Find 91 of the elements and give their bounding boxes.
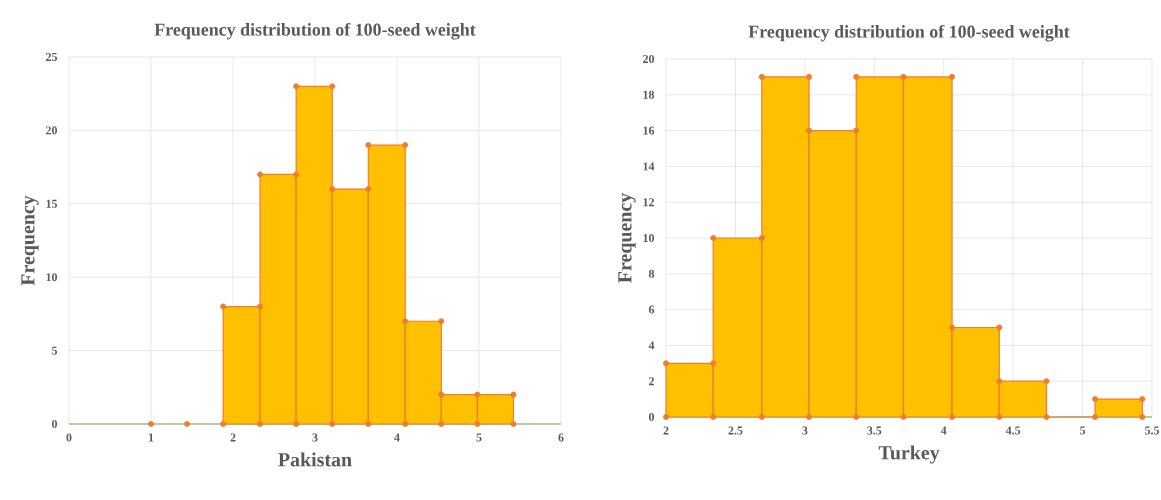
point <box>1139 414 1146 420</box>
point <box>257 171 264 178</box>
point <box>293 421 300 427</box>
y-tick-label: 10 <box>46 273 58 282</box>
point <box>758 73 765 80</box>
point <box>438 391 445 398</box>
y-tick-label: 5 <box>51 346 58 355</box>
point <box>329 186 336 193</box>
x-tick-label: 2 <box>663 426 669 435</box>
point <box>365 421 372 427</box>
point <box>710 414 717 420</box>
point <box>1139 396 1146 403</box>
x-axis-title: Pakistan <box>278 452 352 467</box>
y-tick-label: 10 <box>643 233 655 243</box>
point <box>949 324 956 331</box>
point <box>293 171 300 178</box>
point <box>996 324 1003 331</box>
point <box>806 73 813 80</box>
point <box>220 421 227 427</box>
y-tick-label: 20 <box>643 54 655 64</box>
point <box>293 83 300 90</box>
point <box>853 127 860 134</box>
point <box>438 421 445 427</box>
y-tick-label: 20 <box>46 126 58 135</box>
point <box>184 421 191 427</box>
point <box>900 73 907 80</box>
y-tick-label: 0 <box>648 412 655 422</box>
chart-title: Frequency distribution of 100-seed weight <box>154 22 476 40</box>
x-tick-label: 2 <box>230 433 236 442</box>
point <box>329 421 336 427</box>
point <box>148 421 154 427</box>
point <box>402 318 409 325</box>
point <box>402 421 409 427</box>
point <box>474 421 481 427</box>
y-tick-label: 18 <box>643 90 655 99</box>
y-tick-label: 6 <box>648 305 655 314</box>
point <box>1092 414 1099 420</box>
x-tick-label: 5.5 <box>1145 426 1160 435</box>
x-tick-label: 4 <box>940 426 947 435</box>
point <box>806 127 813 134</box>
y-tick-label: 15 <box>46 199 58 208</box>
point <box>806 414 813 420</box>
y-axis-title: Frequency <box>21 195 39 286</box>
point <box>949 73 956 80</box>
point <box>853 414 860 420</box>
x-tick-label: 1 <box>148 433 154 442</box>
x-tick-label: 3 <box>802 426 808 435</box>
point <box>758 235 765 241</box>
point <box>758 414 765 420</box>
y-tick-label: 12 <box>643 198 654 207</box>
point <box>710 360 717 367</box>
point <box>949 414 956 420</box>
y-tick-label: 4 <box>648 341 655 350</box>
point <box>438 318 445 325</box>
point <box>1043 414 1050 420</box>
point <box>1043 378 1050 385</box>
point <box>257 303 264 310</box>
point <box>663 414 669 420</box>
x-tick-label: 6 <box>558 433 564 442</box>
point <box>853 73 860 80</box>
x-tick-label: 4 <box>394 433 400 442</box>
point <box>510 421 517 427</box>
point <box>663 360 669 367</box>
y-tick-label: 14 <box>643 162 655 171</box>
x-tick-label: 2.5 <box>728 426 743 435</box>
point <box>900 414 907 420</box>
point <box>365 142 372 149</box>
x-tick-label: 5 <box>1080 426 1086 435</box>
point <box>996 378 1003 385</box>
chart-title: Frequency distribution of 100-seed weight <box>748 24 1070 42</box>
point <box>1092 396 1099 403</box>
x-tick-label: 3 <box>312 433 318 442</box>
point <box>474 391 481 398</box>
y-tick-label: 16 <box>643 126 655 135</box>
y-tick-label: 2 <box>649 377 654 386</box>
y-tick-label: 8 <box>648 269 655 278</box>
point <box>257 421 264 427</box>
x-tick-label: 4.5 <box>1005 426 1021 435</box>
point <box>365 186 372 193</box>
y-tick-label: 25 <box>46 52 58 62</box>
x-axis-title: Turkey <box>878 445 940 464</box>
point <box>402 142 409 149</box>
point <box>996 414 1003 420</box>
x-tick-label: 0 <box>66 433 72 442</box>
point <box>510 391 517 398</box>
point <box>220 303 227 310</box>
x-tick-label: 5 <box>476 433 482 442</box>
x-tick-label: 3.5 <box>867 426 882 435</box>
point <box>329 83 336 90</box>
y-axis-title: Frequency <box>618 192 636 283</box>
point <box>710 235 717 241</box>
